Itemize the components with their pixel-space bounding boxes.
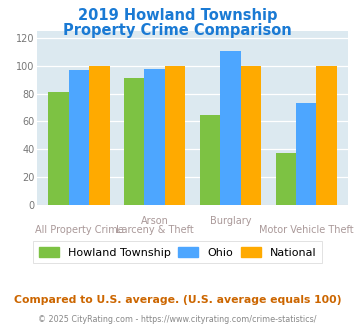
Bar	[48, 92, 69, 205]
Text: Burglary: Burglary	[210, 216, 251, 226]
Bar	[220, 51, 241, 205]
Bar	[296, 103, 316, 205]
Text: Motor Vehicle Theft: Motor Vehicle Theft	[259, 225, 354, 235]
Legend: Howland Township, Ohio, National: Howland Township, Ohio, National	[33, 241, 322, 263]
Text: Compared to U.S. average. (U.S. average equals 100): Compared to U.S. average. (U.S. average …	[14, 295, 341, 305]
Bar	[69, 70, 89, 205]
Bar	[124, 79, 144, 205]
Bar	[316, 66, 337, 205]
Bar	[241, 66, 261, 205]
Text: Arson: Arson	[141, 216, 169, 226]
Bar	[144, 69, 165, 205]
Bar	[89, 66, 110, 205]
Bar	[275, 153, 296, 205]
Text: Larceny & Theft: Larceny & Theft	[116, 225, 193, 235]
Bar	[165, 66, 185, 205]
Text: © 2025 CityRating.com - https://www.cityrating.com/crime-statistics/: © 2025 CityRating.com - https://www.city…	[38, 315, 317, 324]
Text: Property Crime Comparison: Property Crime Comparison	[63, 23, 292, 38]
Text: All Property Crime: All Property Crime	[34, 225, 123, 235]
Text: 2019 Howland Township: 2019 Howland Township	[78, 8, 277, 23]
Bar	[200, 115, 220, 205]
